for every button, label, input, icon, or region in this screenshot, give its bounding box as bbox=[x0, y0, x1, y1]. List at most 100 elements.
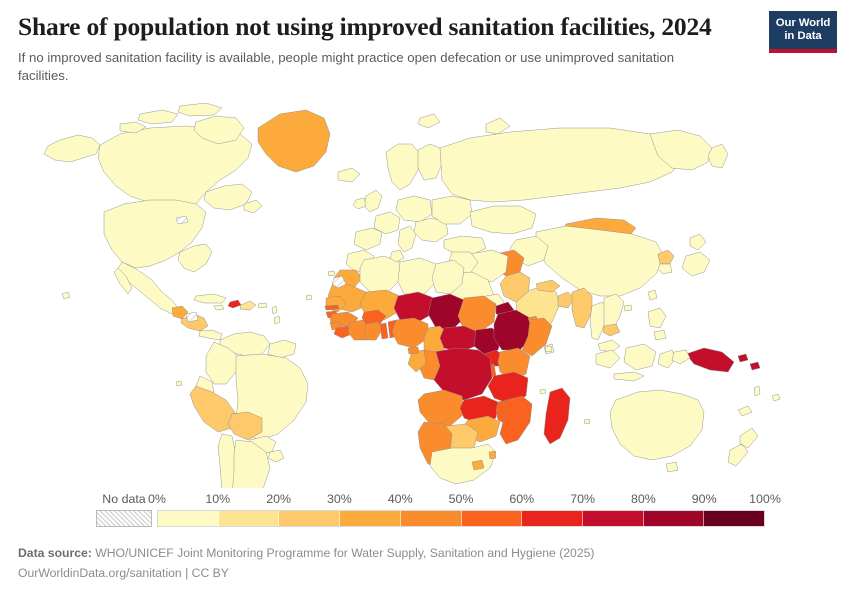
region-finland[interactable] bbox=[418, 144, 442, 180]
region-haiti[interactable] bbox=[228, 300, 241, 308]
region-guatemala[interactable] bbox=[172, 306, 188, 319]
region-tunisia[interactable] bbox=[390, 250, 404, 262]
region-lesotho[interactable] bbox=[472, 460, 484, 470]
region-sulawesi[interactable] bbox=[658, 350, 676, 368]
region-eswatini[interactable] bbox=[489, 451, 496, 459]
owid-logo[interactable]: Our World in Data bbox=[769, 11, 837, 53]
region-kazakhstan[interactable] bbox=[470, 206, 536, 234]
region-dominican-republic[interactable] bbox=[240, 301, 256, 310]
region-bolivia[interactable] bbox=[228, 412, 262, 440]
region-bangladesh[interactable] bbox=[558, 292, 574, 308]
region-balkans[interactable] bbox=[414, 218, 448, 242]
region-comoros[interactable] bbox=[540, 389, 546, 394]
region-russia[interactable] bbox=[440, 128, 684, 202]
region-new-guinea[interactable] bbox=[686, 348, 734, 372]
region-uruguay[interactable] bbox=[268, 450, 284, 462]
region-philippines[interactable] bbox=[648, 308, 666, 340]
region-taiwan[interactable] bbox=[648, 290, 657, 300]
region-somalia[interactable] bbox=[522, 318, 552, 356]
legend-bin-50-60[interactable] bbox=[461, 511, 523, 526]
region-guyanas[interactable] bbox=[268, 340, 296, 358]
world-choropleth-map[interactable] bbox=[0, 100, 850, 488]
region-svalbard[interactable] bbox=[418, 114, 440, 128]
region-sudan[interactable] bbox=[458, 296, 496, 332]
legend-no-data-swatch[interactable] bbox=[96, 510, 152, 527]
legend-bin-30-40[interactable] bbox=[340, 511, 401, 526]
region-arctic-isl-3[interactable] bbox=[120, 122, 146, 133]
region-iberia[interactable] bbox=[354, 228, 382, 250]
region-china[interactable] bbox=[536, 226, 664, 296]
region-hawaii[interactable] bbox=[62, 292, 70, 299]
legend-color-bar[interactable] bbox=[157, 510, 765, 527]
region-germany-poland[interactable] bbox=[396, 196, 432, 222]
region-borneo[interactable] bbox=[624, 344, 656, 370]
region-greenland[interactable] bbox=[258, 110, 330, 172]
region-nepal[interactable] bbox=[536, 280, 560, 292]
region-togo[interactable] bbox=[380, 323, 388, 339]
region-solomon-islands[interactable] bbox=[738, 354, 760, 370]
legend-bin-80-90[interactable] bbox=[643, 511, 705, 526]
region-galapagos[interactable] bbox=[176, 381, 182, 386]
region-gambia[interactable] bbox=[325, 305, 339, 310]
region-south-africa[interactable] bbox=[430, 444, 496, 484]
region-cuba[interactable] bbox=[194, 294, 226, 303]
region-japan[interactable] bbox=[682, 234, 710, 276]
region-new-zealand[interactable] bbox=[728, 428, 758, 466]
region-alaska[interactable] bbox=[44, 135, 100, 162]
region-canada[interactable] bbox=[98, 126, 252, 210]
region-costarica-panama[interactable] bbox=[199, 330, 222, 340]
region-hainan[interactable] bbox=[624, 305, 632, 311]
region-norway-sweden[interactable] bbox=[386, 144, 420, 190]
region-equatorial-guinea[interactable] bbox=[408, 347, 419, 354]
region-madagascar[interactable] bbox=[544, 388, 570, 444]
region-arctic-isl-2[interactable] bbox=[178, 103, 222, 116]
region-chad[interactable] bbox=[428, 294, 464, 330]
region-mauritius[interactable] bbox=[584, 419, 590, 424]
region-novaya-zemlya[interactable] bbox=[486, 118, 510, 134]
legend-bin-40-50[interactable] bbox=[400, 511, 462, 526]
region-baffin[interactable] bbox=[194, 116, 244, 144]
region-niger[interactable] bbox=[394, 292, 434, 322]
legend-scale-group[interactable]: 0% 10% 20% 30% 40% 50% 60% 70% 80% 90% 1… bbox=[148, 492, 781, 527]
region-indonesia-papua-west[interactable] bbox=[672, 350, 690, 364]
region-puerto-rico[interactable] bbox=[258, 303, 267, 308]
region-vanuatu[interactable] bbox=[754, 386, 760, 396]
legend-bin-60-70[interactable] bbox=[522, 511, 583, 526]
region-turkey[interactable] bbox=[444, 236, 486, 254]
region-tasmania[interactable] bbox=[666, 462, 678, 472]
region-no-data-south-america[interactable] bbox=[186, 312, 198, 322]
region-peru[interactable] bbox=[190, 386, 236, 432]
region-gabon[interactable] bbox=[408, 350, 426, 372]
region-thailand[interactable] bbox=[590, 302, 608, 340]
region-fiji[interactable] bbox=[772, 394, 780, 401]
region-arctic-isl-1[interactable] bbox=[138, 110, 178, 124]
region-libya[interactable] bbox=[398, 258, 436, 294]
region-north-korea[interactable] bbox=[658, 250, 674, 264]
region-ukraine-belarus[interactable] bbox=[432, 196, 472, 224]
region-mozambique[interactable] bbox=[500, 396, 532, 444]
region-angola[interactable] bbox=[418, 390, 464, 426]
region-liberia[interactable] bbox=[334, 326, 352, 338]
region-baja[interactable] bbox=[114, 268, 132, 294]
region-jamaica[interactable] bbox=[214, 305, 224, 310]
region-canary-islands[interactable] bbox=[328, 271, 335, 276]
legend-bin-90-100[interactable] bbox=[704, 511, 765, 526]
chart-link-line[interactable]: OurWorldinData.org/sanitation | CC BY bbox=[18, 566, 229, 580]
region-ghana[interactable] bbox=[364, 322, 382, 340]
region-java[interactable] bbox=[614, 372, 644, 381]
region-egypt[interactable] bbox=[432, 260, 464, 294]
legend-bin-0-10[interactable] bbox=[158, 511, 219, 526]
world-map-svg[interactable] bbox=[0, 100, 850, 488]
region-cambodia[interactable] bbox=[603, 324, 620, 336]
region-sumatra[interactable] bbox=[596, 350, 620, 368]
region-myanmar[interactable] bbox=[572, 288, 592, 328]
region-newfoundland[interactable] bbox=[244, 200, 262, 213]
region-us-east[interactable] bbox=[178, 244, 212, 272]
region-lesser-antilles[interactable] bbox=[272, 306, 280, 324]
legend-no-data-group[interactable]: No data bbox=[96, 492, 152, 527]
region-south-korea[interactable] bbox=[658, 264, 672, 274]
legend-bin-20-30[interactable] bbox=[279, 511, 341, 526]
region-siberia-east[interactable] bbox=[650, 130, 712, 170]
region-italy[interactable] bbox=[398, 226, 416, 252]
region-australia[interactable] bbox=[610, 390, 704, 460]
